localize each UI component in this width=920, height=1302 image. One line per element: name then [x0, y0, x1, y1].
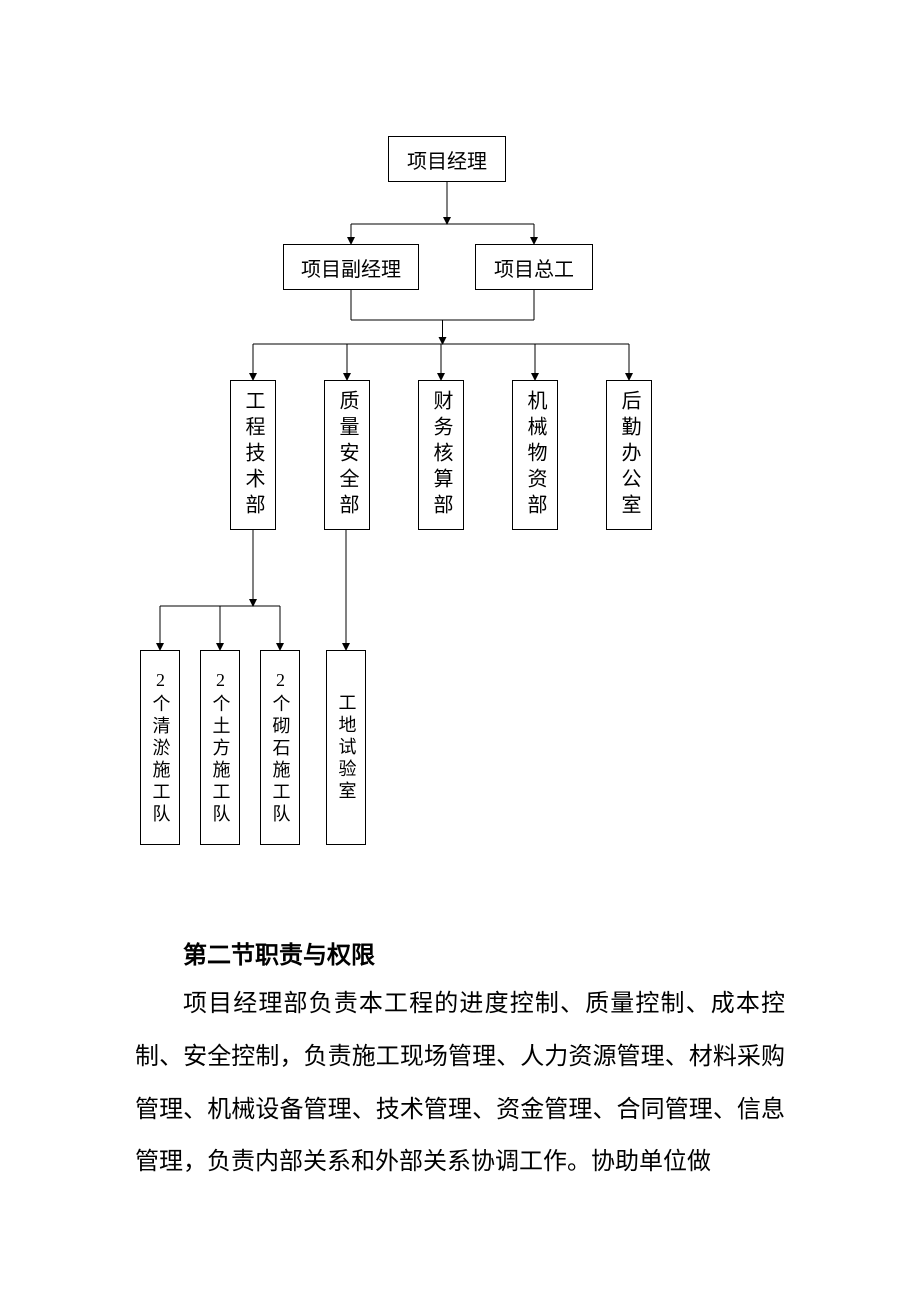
- org-node-dept4: 机械物资部: [512, 380, 558, 530]
- org-node-dept5: 后勤办公室: [606, 380, 652, 530]
- org-node-chief: 项目总工: [475, 244, 593, 290]
- org-node-dept2: 质量安全部: [324, 380, 370, 530]
- body-paragraph: 项目经理部负责本工程的进度控制、质量控制、成本控制、安全控制，负责施工现场管理、…: [135, 978, 785, 1189]
- org-node-team1: 2个清淤施工队: [140, 650, 180, 845]
- section-title: 第二节职责与权限: [135, 930, 785, 983]
- org-node-dept3: 财务核算部: [418, 380, 464, 530]
- org-node-root: 项目经理: [388, 136, 506, 182]
- org-node-team2: 2个土方施工队: [200, 650, 240, 845]
- org-node-lab: 工地试验室: [326, 650, 366, 845]
- page: 项目经理项目副经理 项目总工工程技术部 质量安全部 财务核算部 机械物资部 后勤办公室 2个…: [0, 0, 920, 1302]
- org-node-vice: 项目副经理: [283, 244, 419, 290]
- org-node-team3: 2个砌石施工队: [260, 650, 300, 845]
- org-chart: 项目经理项目副经理 项目总工工程技术部 质量安全部 财务核算部 机械物资部 后勤办公室 2个…: [0, 0, 920, 880]
- org-node-dept1: 工程技术部: [230, 380, 276, 530]
